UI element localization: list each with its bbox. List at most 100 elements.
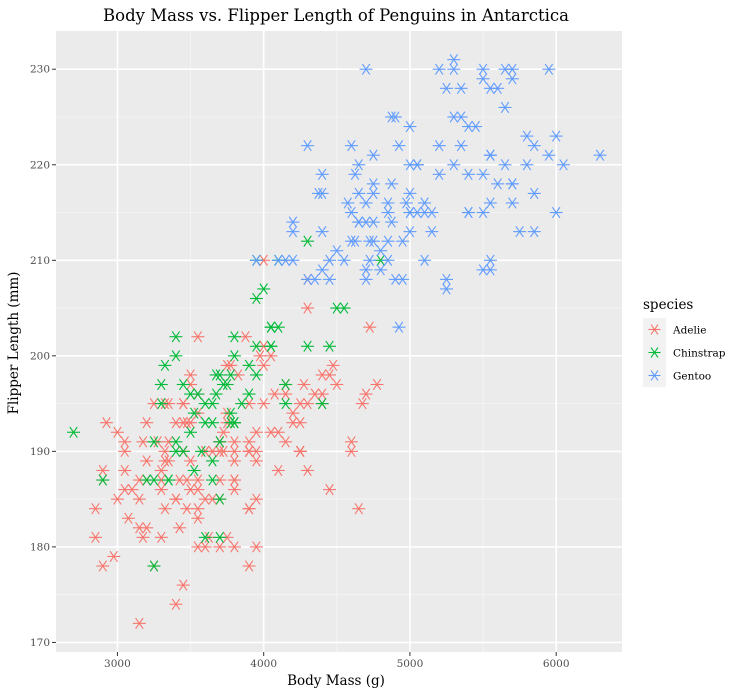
point-gentoo — [556, 159, 570, 171]
point-adelie — [88, 531, 102, 544]
point-adelie — [136, 436, 150, 448]
point-adelie — [370, 378, 384, 391]
point-chinstrap — [169, 436, 183, 448]
point-gentoo — [439, 283, 453, 295]
point-adelie — [227, 541, 241, 553]
y-tick-label: 220 — [30, 159, 50, 171]
point-chinstrap — [249, 292, 263, 305]
point-gentoo — [385, 111, 399, 123]
legend: species Adelie Chinstrap Gentoo — [643, 297, 726, 387]
point-gentoo — [418, 254, 432, 266]
point-chinstrap — [154, 378, 168, 391]
point-adelie — [158, 445, 172, 458]
legend-title: species — [643, 297, 693, 313]
point-adelie — [224, 359, 238, 372]
point-chinstrap — [147, 436, 161, 448]
point-gentoo — [498, 63, 512, 75]
point-chinstrap — [279, 378, 293, 391]
point-gentoo — [476, 168, 490, 180]
point-adelie — [184, 455, 198, 467]
legend-label-adelie: Adelie — [672, 325, 706, 337]
point-adelie — [169, 493, 183, 505]
x-tick-label: 4000 — [250, 658, 277, 670]
point-adelie — [176, 397, 190, 410]
point-gentoo — [381, 197, 395, 209]
point-gentoo — [363, 235, 377, 247]
point-chinstrap — [209, 388, 223, 400]
point-chinstrap — [224, 417, 238, 429]
y-tick-label: 170 — [30, 637, 50, 649]
y-tick-label: 210 — [30, 255, 50, 267]
point-gentoo — [271, 254, 285, 266]
point-chinstrap — [169, 350, 183, 362]
point-chinstrap — [213, 493, 227, 505]
point-gentoo — [476, 63, 490, 75]
point-chinstrap — [264, 321, 278, 333]
point-gentoo — [513, 225, 527, 238]
point-chinstrap — [96, 474, 110, 486]
point-chinstrap — [279, 397, 293, 410]
point-gentoo — [439, 82, 453, 94]
point-adelie — [191, 483, 205, 496]
point-adelie — [132, 522, 146, 534]
point-chinstrap — [205, 474, 219, 486]
point-gentoo — [366, 216, 380, 228]
point-chinstrap — [249, 369, 263, 381]
point-adelie — [293, 445, 307, 458]
point-chinstrap — [195, 445, 209, 458]
point-chinstrap — [224, 407, 238, 419]
point-adelie — [279, 388, 293, 400]
point-adelie — [242, 445, 256, 458]
y-axis-title: Flipper Length (mm) — [6, 272, 22, 415]
point-adelie — [330, 378, 344, 391]
point-chinstrap — [198, 531, 212, 544]
point-adelie — [286, 407, 300, 419]
point-gentoo — [403, 206, 417, 219]
point-gentoo — [399, 197, 413, 209]
point-chinstrap — [330, 302, 344, 314]
point-gentoo — [593, 149, 607, 161]
point-adelie — [227, 455, 241, 467]
point-gentoo — [337, 254, 351, 266]
point-gentoo — [491, 82, 505, 94]
point-adelie — [213, 541, 227, 553]
point-adelie — [169, 417, 183, 429]
x-axis: 3000 4000 5000 6000 — [104, 652, 570, 670]
point-gentoo — [520, 159, 534, 171]
point-gentoo — [352, 159, 366, 171]
point-adelie — [184, 369, 198, 381]
point-gentoo — [461, 168, 475, 180]
point-adelie — [279, 436, 293, 448]
point-chinstrap — [154, 397, 168, 410]
legend-marker-adelie — [648, 324, 661, 335]
point-chinstrap — [301, 235, 315, 247]
point-adelie — [154, 464, 168, 477]
point-adelie — [107, 550, 121, 563]
point-chinstrap — [162, 474, 176, 486]
point-adelie — [132, 493, 146, 505]
point-adelie — [242, 560, 256, 572]
point-chinstrap — [224, 369, 238, 381]
point-gentoo — [344, 139, 358, 152]
y-axis: 170 180 190 200 210 220 230 — [30, 64, 56, 649]
point-gentoo — [476, 206, 490, 219]
point-adelie — [271, 426, 285, 438]
point-adelie — [257, 359, 271, 372]
point-adelie — [301, 302, 315, 314]
point-adelie — [359, 388, 373, 400]
point-adelie — [158, 503, 172, 515]
point-gentoo — [542, 63, 556, 75]
point-chinstrap — [242, 359, 256, 372]
point-chinstrap — [169, 445, 183, 458]
point-chinstrap — [184, 426, 198, 438]
point-adelie — [216, 445, 230, 458]
point-gentoo — [542, 149, 556, 161]
point-adelie — [191, 503, 205, 515]
point-adelie — [88, 503, 102, 515]
point-chinstrap — [187, 464, 201, 477]
point-gentoo — [286, 216, 300, 228]
point-chinstrap — [227, 331, 241, 343]
point-gentoo — [315, 264, 329, 276]
x-tick-label: 3000 — [104, 658, 131, 670]
point-gentoo — [505, 73, 519, 85]
